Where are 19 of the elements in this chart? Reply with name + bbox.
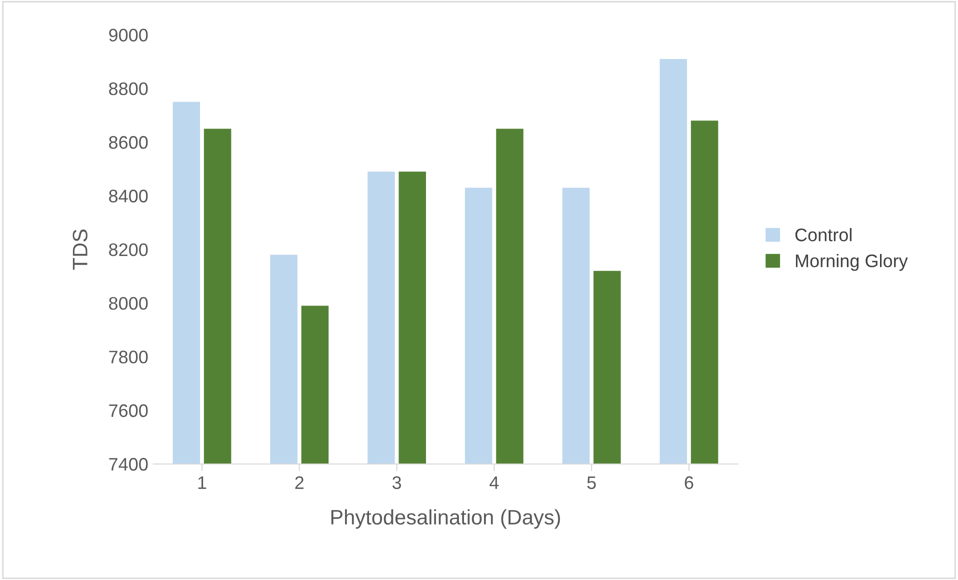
y-tick-label: 8000 [109,296,148,310]
y-tick-label: 7600 [109,404,148,418]
y-tick-label: 8800 [109,82,148,96]
y-tick-label: 8600 [109,136,148,149]
x-axis-title: Phytodesalination (Days) [331,509,560,529]
y-tick-label: 8200 [109,243,148,256]
x-tick-label: 2 [295,476,304,489]
y-axis-title: TDS [72,230,88,270]
y-tick-label: 9000 [109,28,148,42]
x-tick-label: 4 [490,476,499,489]
x-tick-label: 5 [587,476,596,490]
x-tick-label: 6 [684,476,694,490]
y-tick-label: 7800 [109,350,148,364]
x-tick-label: 3 [392,476,401,490]
legend-label: Control [795,228,852,242]
y-tick-label: 8400 [109,190,148,202]
x-tick-label: 1 [198,476,206,489]
y-tick-label: 7400 [109,458,148,471]
legend-label: Morning Glory [796,254,908,271]
